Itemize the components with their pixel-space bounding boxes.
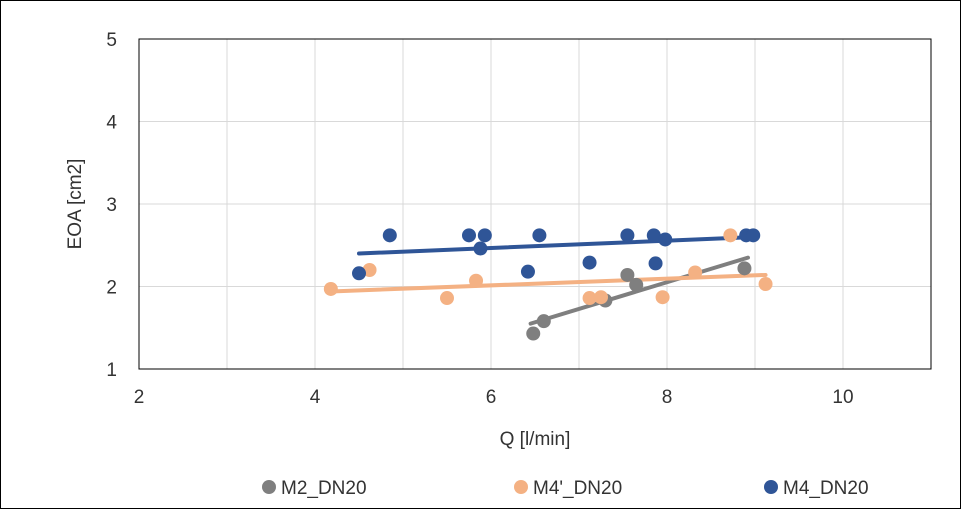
x-axis-title: Q [l/min] [500,429,571,450]
legend-label: M4'_DN20 [533,478,622,499]
data-point [655,290,670,305]
grid-lines [138,38,932,370]
data-point [462,228,476,243]
x-tick-label: 8 [662,387,673,408]
data-point [620,267,635,282]
x-tick-label: 6 [486,387,497,408]
data-point [532,228,547,243]
data-point [382,228,397,243]
data-point [526,326,541,341]
data-point [723,228,738,243]
legend-marker [514,480,528,494]
y-tick-label: 4 [106,113,117,134]
y-tick-label: 3 [106,195,117,216]
y-axis-title: EOA [cm2] [65,159,86,250]
data-points [323,228,773,341]
data-point [758,277,773,292]
y-axis-ticks: 1 2 3 4 5 [106,30,117,381]
x-tick-label: 2 [134,387,145,408]
data-point [477,228,492,243]
trendline [357,235,757,256]
legend: M2_DN20 M4'_DN20 M4_DN20 [262,478,869,499]
data-point [658,232,673,247]
x-tick-label: 10 [832,387,853,408]
data-point [688,265,703,280]
data-point [582,255,597,270]
y-tick-label: 2 [106,278,117,299]
data-point [469,273,484,288]
legend-label: M2_DN20 [281,478,367,499]
legend-label: M4_DN20 [783,478,869,499]
y-tick-label: 5 [106,30,117,51]
data-point [323,281,338,296]
y-tick-label: 1 [106,360,117,381]
data-point [648,256,663,271]
plot-area-border [138,38,932,370]
trendline [328,272,768,294]
data-point [737,261,752,276]
data-point [620,228,635,243]
data-point [520,264,535,279]
data-point [646,228,661,243]
data-point [473,241,488,256]
data-point [536,314,551,329]
legend-marker [262,480,276,494]
x-tick-label: 4 [310,387,321,408]
data-point [582,291,597,306]
x-axis-ticks: 2 4 6 8 10 [134,387,854,408]
trendlines [328,235,768,326]
data-point [746,228,761,243]
legend-marker [764,480,778,494]
data-point [440,291,454,306]
data-point [352,266,366,281]
data-point [629,277,644,292]
data-point [362,263,377,277]
data-point [594,290,608,305]
